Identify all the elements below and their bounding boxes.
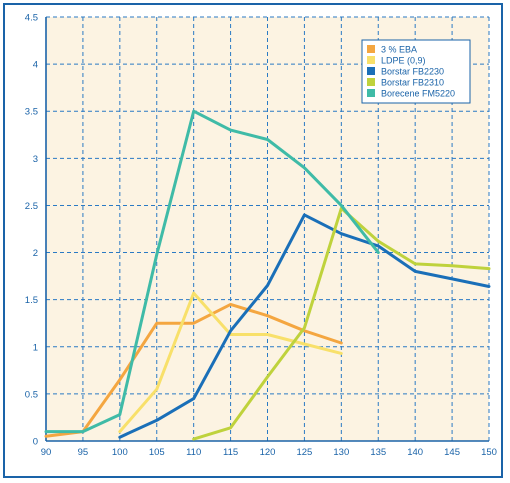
axes — [45, 17, 489, 442]
legend-box — [361, 39, 471, 104]
legend-label: Borstar FB2230 — [381, 67, 444, 77]
series-line — [192, 206, 491, 441]
series-line — [118, 213, 491, 439]
y-tick-label: 3 — [33, 154, 38, 165]
y-tick-label: 1.5 — [25, 295, 38, 306]
series-line — [44, 109, 380, 434]
legend-label: Borstar FB2310 — [381, 78, 444, 88]
x-tick-label: 145 — [444, 447, 460, 458]
x-tick-label: 90 — [41, 447, 52, 458]
legend-swatch — [367, 78, 375, 86]
x-tick-label: 130 — [333, 447, 349, 458]
y-tick-label: 2 — [33, 248, 38, 259]
y-tick-label: 4.5 — [25, 13, 38, 24]
legend-swatch — [367, 56, 375, 64]
y-axis-tick-labels: 0 0.5 1 1.5 2 2.5 3 3.5 4 4.5 — [25, 13, 38, 448]
legend-swatch — [367, 45, 375, 53]
legend-swatch — [367, 67, 375, 75]
x-tick-label: 110 — [186, 447, 201, 458]
legend-label: Borecene FM5220 — [381, 89, 455, 99]
series-line — [118, 291, 343, 434]
x-axis-tick-labels: 90 95 100 105 110 115 120 125 130 135 140 145 150 — [41, 447, 497, 458]
y-tick-label: 1 — [33, 342, 38, 353]
y-tick-label: 4 — [33, 60, 38, 71]
y-tick-label: 0.5 — [25, 389, 38, 400]
legend-label: 3 % EBA — [381, 45, 417, 55]
x-tick-label: 135 — [370, 447, 386, 458]
y-tick-label: 0 — [33, 437, 38, 448]
x-tick-label: 100 — [112, 447, 128, 458]
x-tick-label: 125 — [296, 447, 312, 458]
series-line — [44, 302, 343, 438]
x-tick-label: 140 — [407, 447, 423, 458]
x-tick-label: 115 — [223, 447, 238, 458]
x-tick-label: 95 — [78, 447, 89, 458]
legend-swatch — [367, 89, 375, 97]
x-tick-label: 150 — [481, 447, 497, 458]
y-tick-label: 2.5 — [25, 201, 38, 212]
x-tick-label: 120 — [260, 447, 276, 458]
series-lines — [44, 109, 491, 441]
x-tick-label: 105 — [149, 447, 165, 458]
legend-label: LDPE (0,9) — [381, 56, 426, 66]
y-tick-label: 3.5 — [25, 107, 38, 118]
